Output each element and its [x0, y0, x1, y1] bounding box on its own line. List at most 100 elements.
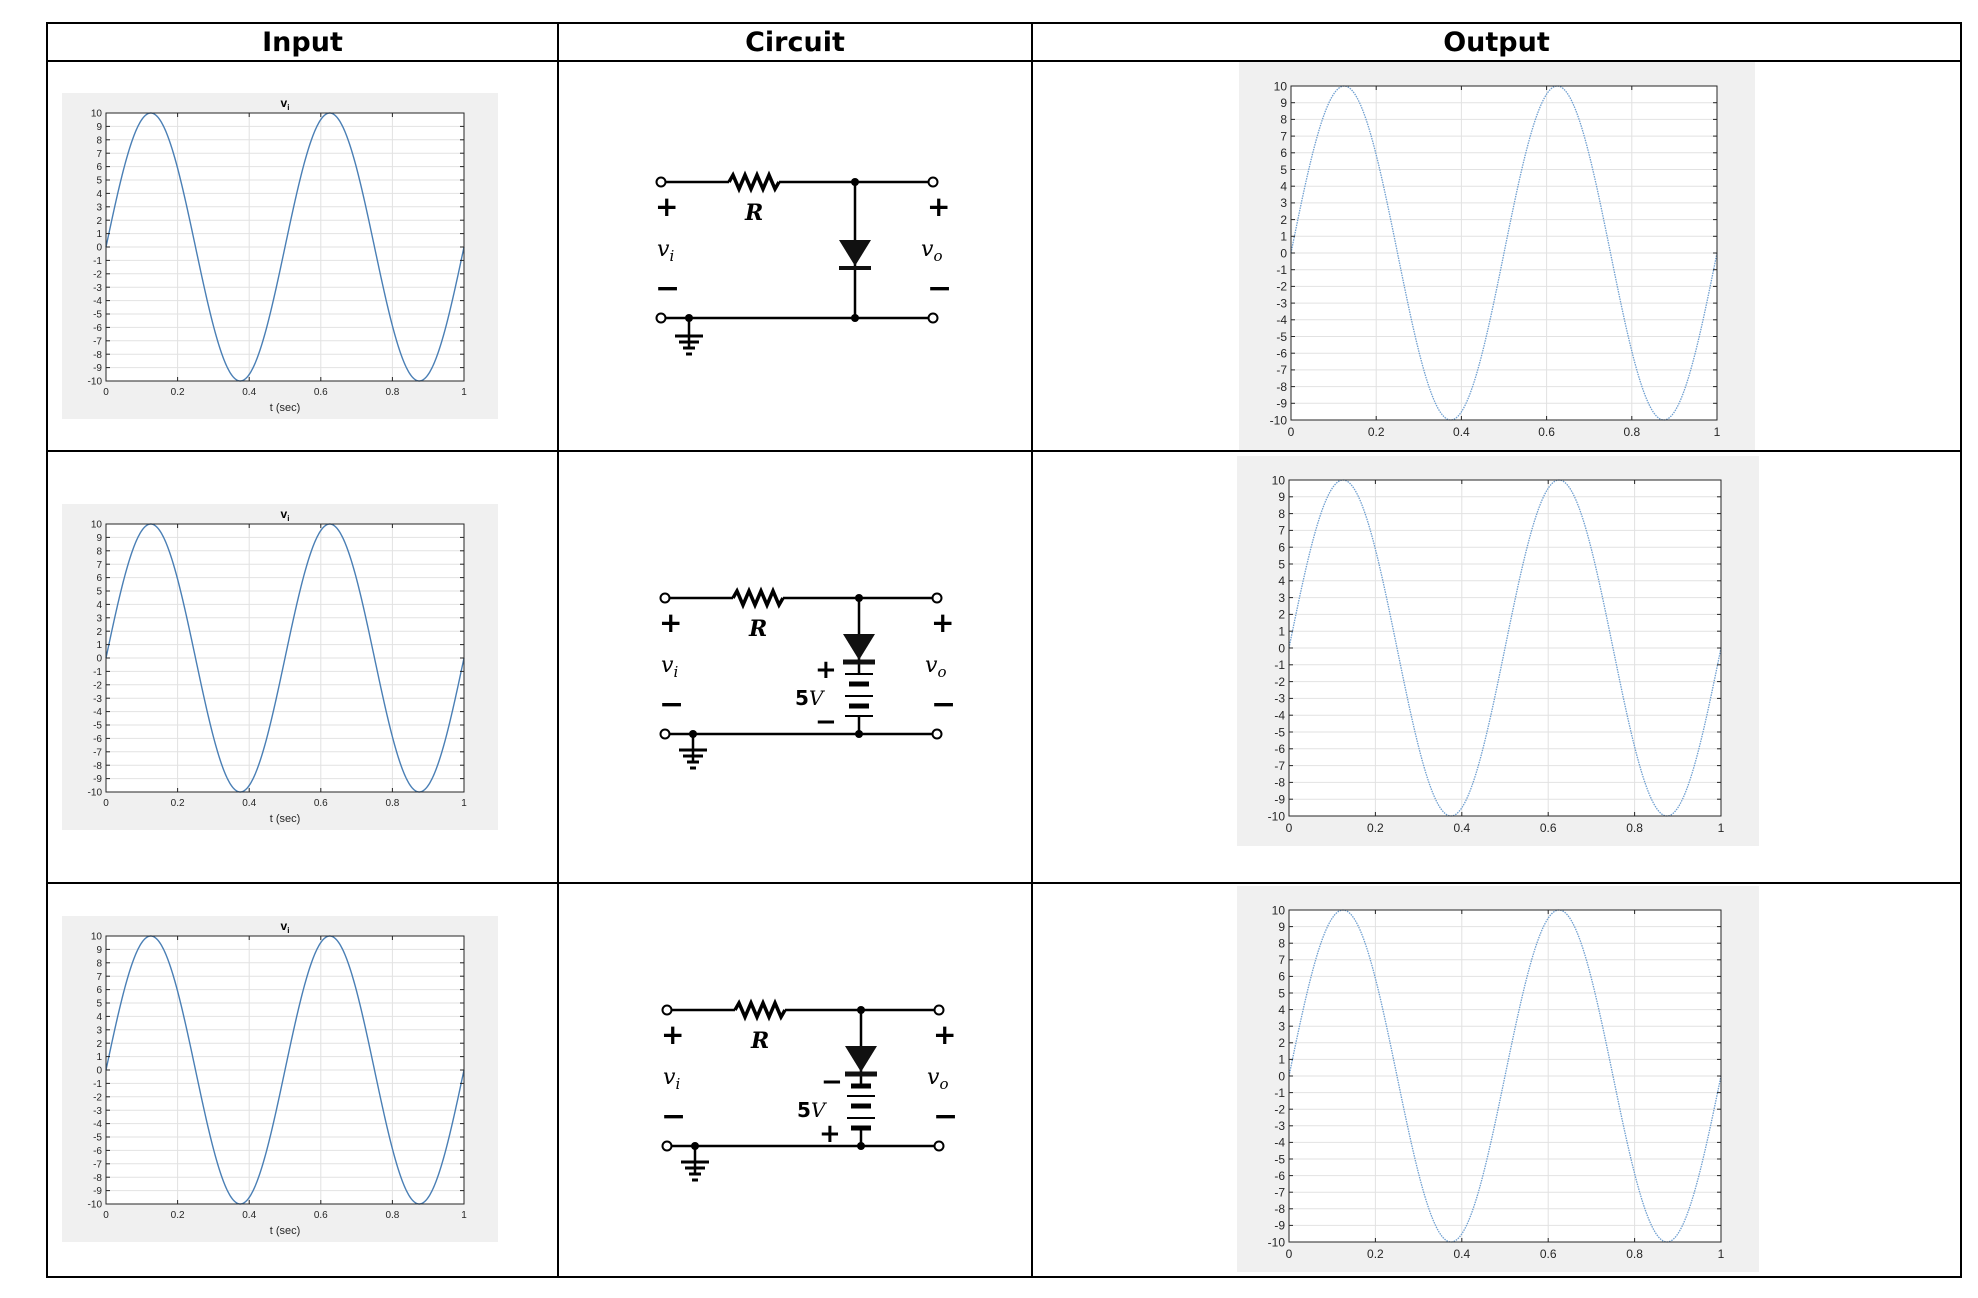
x-tick-label: 0.2 — [171, 1210, 185, 1221]
resistor-symbol — [731, 586, 785, 610]
y-tick-label: 1 — [96, 229, 102, 240]
y-tick-label: 3 — [96, 613, 102, 624]
y-tick-label: -4 — [93, 707, 102, 718]
y-tick-label: -8 — [1276, 380, 1287, 394]
y-tick-label: -3 — [1276, 296, 1287, 310]
y-tick-label: -7 — [1274, 759, 1285, 773]
node-top — [851, 178, 859, 186]
y-tick-label: -5 — [1274, 1152, 1285, 1166]
circuit-cell-1: + + − − R vi vo — [557, 60, 1033, 452]
y-tick-label: -9 — [1274, 1219, 1285, 1233]
node-bottom — [851, 314, 859, 322]
y-tick-label: -1 — [93, 256, 102, 267]
x-tick-label: 0.4 — [242, 1210, 256, 1221]
x-tick-label: 0.8 — [1626, 821, 1643, 835]
y-tick-label: -9 — [93, 1186, 102, 1197]
y-tick-label: -10 — [1270, 413, 1288, 427]
y-tick-label: 4 — [96, 189, 102, 200]
y-tick-label: 3 — [96, 202, 102, 213]
y-tick-label: 0 — [1280, 246, 1287, 260]
chart-svg: 0 0.2 0.4 0.6 0.8 1-10-9-8-7-6-5-4-3-2-101234… — [1268, 903, 1725, 1261]
circuit-cell-3: + + − − R vi vo − + 5V — [557, 882, 1033, 1278]
y-tick-label: -4 — [1274, 709, 1285, 723]
x-tick-label: 0 — [1286, 821, 1293, 835]
svg-text:+: + — [931, 606, 954, 639]
y-tick-label: -3 — [93, 1106, 102, 1117]
y-tick-label: 2 — [1278, 1036, 1285, 1050]
svg-text:−: − — [933, 1099, 958, 1134]
input-cell-2: 0 0.2 0.4 0.6 0.8 1 -10 -9 -8 -7 -6 -5 -4 -3 -2 -1 0 1 2 3 4… — [46, 450, 559, 884]
y-tick-label: 4 — [96, 1012, 102, 1023]
y-tick-label: 1 — [1280, 230, 1287, 244]
y-tick-label: -6 — [1274, 1169, 1285, 1183]
y-tick-label: -7 — [93, 1159, 102, 1170]
y-tick-label: 4 — [1278, 574, 1285, 588]
y-tick-label: -8 — [1274, 776, 1285, 790]
x-tick-label: 0.4 — [1453, 1247, 1470, 1261]
x-tick-label: 1 — [461, 1210, 467, 1221]
y-tick-label: 0 — [96, 243, 102, 254]
x-tick-label: 0.8 — [1626, 1247, 1643, 1261]
y-tick-label: 2 — [96, 1039, 102, 1050]
y-tick-label: 10 — [91, 109, 103, 120]
terminal-out-top — [927, 176, 939, 188]
input-cell-1: 0 0.2 0.4 0.6 0.8 1 -10 -9 -8 -7 -6 -5 -4 -3 -2 -1 0 1 2 3 4… — [46, 60, 559, 452]
y-tick-label: -5 — [1274, 725, 1285, 739]
chart-title: vi — [281, 507, 290, 523]
y-tick-label: -8 — [93, 1173, 102, 1184]
x-tick-label: 0 — [103, 1210, 109, 1221]
y-tick-label: 4 — [1278, 1003, 1285, 1017]
x-tick-label: 0 — [103, 387, 109, 398]
y-tick-label: -7 — [1276, 363, 1287, 377]
node-ground — [685, 314, 693, 322]
svg-text:vi: vi — [663, 1065, 680, 1093]
y-tick-label: 5 — [1280, 163, 1287, 177]
x-tick-label: 0.2 — [1367, 1247, 1384, 1261]
y-tick-label: 1 — [1278, 1053, 1285, 1067]
y-tick-label: 5 — [1278, 986, 1285, 1000]
y-tick-label: -4 — [93, 296, 102, 307]
table-row-1: 0 0.2 0.4 0.6 0.8 1 -10 -9 -8 -7 -6 -5 -4 -3 -2 -1 0 1 2 3 4… — [46, 60, 1962, 452]
y-tick-label: -6 — [1274, 742, 1285, 756]
y-tick-label: 9 — [96, 122, 102, 133]
svg-text:vo: vo — [927, 1065, 948, 1093]
y-tick-label: -2 — [93, 269, 102, 280]
series-line — [105, 935, 465, 1205]
input-plot-1: 0 0.2 0.4 0.6 0.8 1 -10 -9 -8 -7 -6 -5 -4 -3 -2 -1 0 1 2 3 4… — [62, 93, 498, 419]
source-label: 5V — [795, 686, 826, 710]
y-tick-label: 7 — [96, 972, 102, 983]
x-tick-label: 0.4 — [242, 798, 256, 809]
y-tick-label: 10 — [91, 932, 103, 943]
y-tick-label: -5 — [93, 721, 102, 732]
header-output: Output — [1031, 22, 1962, 62]
y-tick-label: -1 — [1276, 263, 1287, 277]
y-tick-label: -1 — [1274, 658, 1285, 672]
circuit-diagram-2: + + − − R vi vo + − 5V — [659, 586, 956, 770]
y-tick-label: -2 — [93, 680, 102, 691]
y-tick-label: -7 — [1274, 1186, 1285, 1200]
y-tick-label: 9 — [96, 533, 102, 544]
x-tick-label: 1 — [1718, 1247, 1725, 1261]
y-tick-label: 7 — [1280, 129, 1287, 143]
chart-svg: 0 0.2 0.4 0.6 0.8 1-10-9-8-7-6-5-4-3-2-101234… — [88, 919, 468, 1237]
x-tick-label: 0.4 — [1453, 425, 1470, 439]
x-tick-label: 0.6 — [1540, 821, 1557, 835]
input-plot-3: 0 0.2 0.4 0.6 0.8 1 -10 -9 -8 -7 -6 -5 -4 -3 -2 -1 0 1 2 3 4… — [62, 916, 498, 1242]
y-tick-label: -5 — [93, 310, 102, 321]
y-tick-label: -9 — [1276, 397, 1287, 411]
x-axis-label: t (sec) — [270, 1225, 301, 1237]
y-tick-label: 1 — [1278, 625, 1285, 639]
vin-label: vi — [657, 237, 674, 265]
ground-icon — [675, 334, 703, 356]
svg-text:−: − — [931, 687, 956, 722]
y-tick-label: -9 — [93, 363, 102, 374]
x-tick-label: 0.6 — [314, 1210, 328, 1221]
y-tick-label: 1 — [96, 1052, 102, 1063]
source-top-label: − — [821, 1067, 843, 1097]
x-tick-label: 0.2 — [171, 387, 185, 398]
x-tick-label: 1 — [1714, 425, 1721, 439]
y-tick-label: 4 — [96, 600, 102, 611]
y-tick-label: -8 — [93, 350, 102, 361]
series-line — [1288, 909, 1722, 1243]
y-tick-label: 6 — [96, 573, 102, 584]
